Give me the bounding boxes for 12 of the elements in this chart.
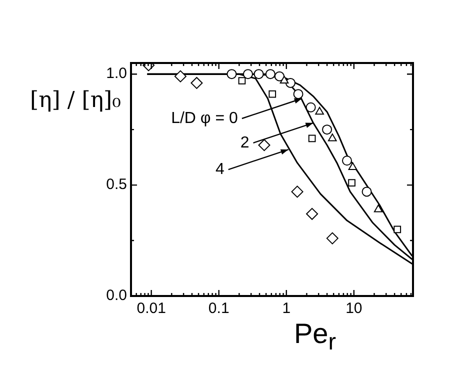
annotation: L/D φ = 0: [171, 110, 238, 127]
y-tick-label: 0.5: [106, 176, 127, 194]
x-tick-label: 0.1: [208, 300, 230, 318]
x-tick-label: 10: [346, 300, 362, 318]
y-axis-title: [η] / [η]₀: [30, 88, 121, 113]
annotation: 4: [215, 160, 224, 178]
annotation: 2: [240, 134, 250, 152]
x-axis-title: Pe$_{r}$: [292, 318, 338, 356]
x-tick-label: 1: [282, 300, 291, 318]
y-tick-label: 0.0: [106, 287, 127, 304]
y-tick-label: 1.0: [106, 65, 127, 82]
x-tick-label: 0.01: [136, 300, 166, 318]
